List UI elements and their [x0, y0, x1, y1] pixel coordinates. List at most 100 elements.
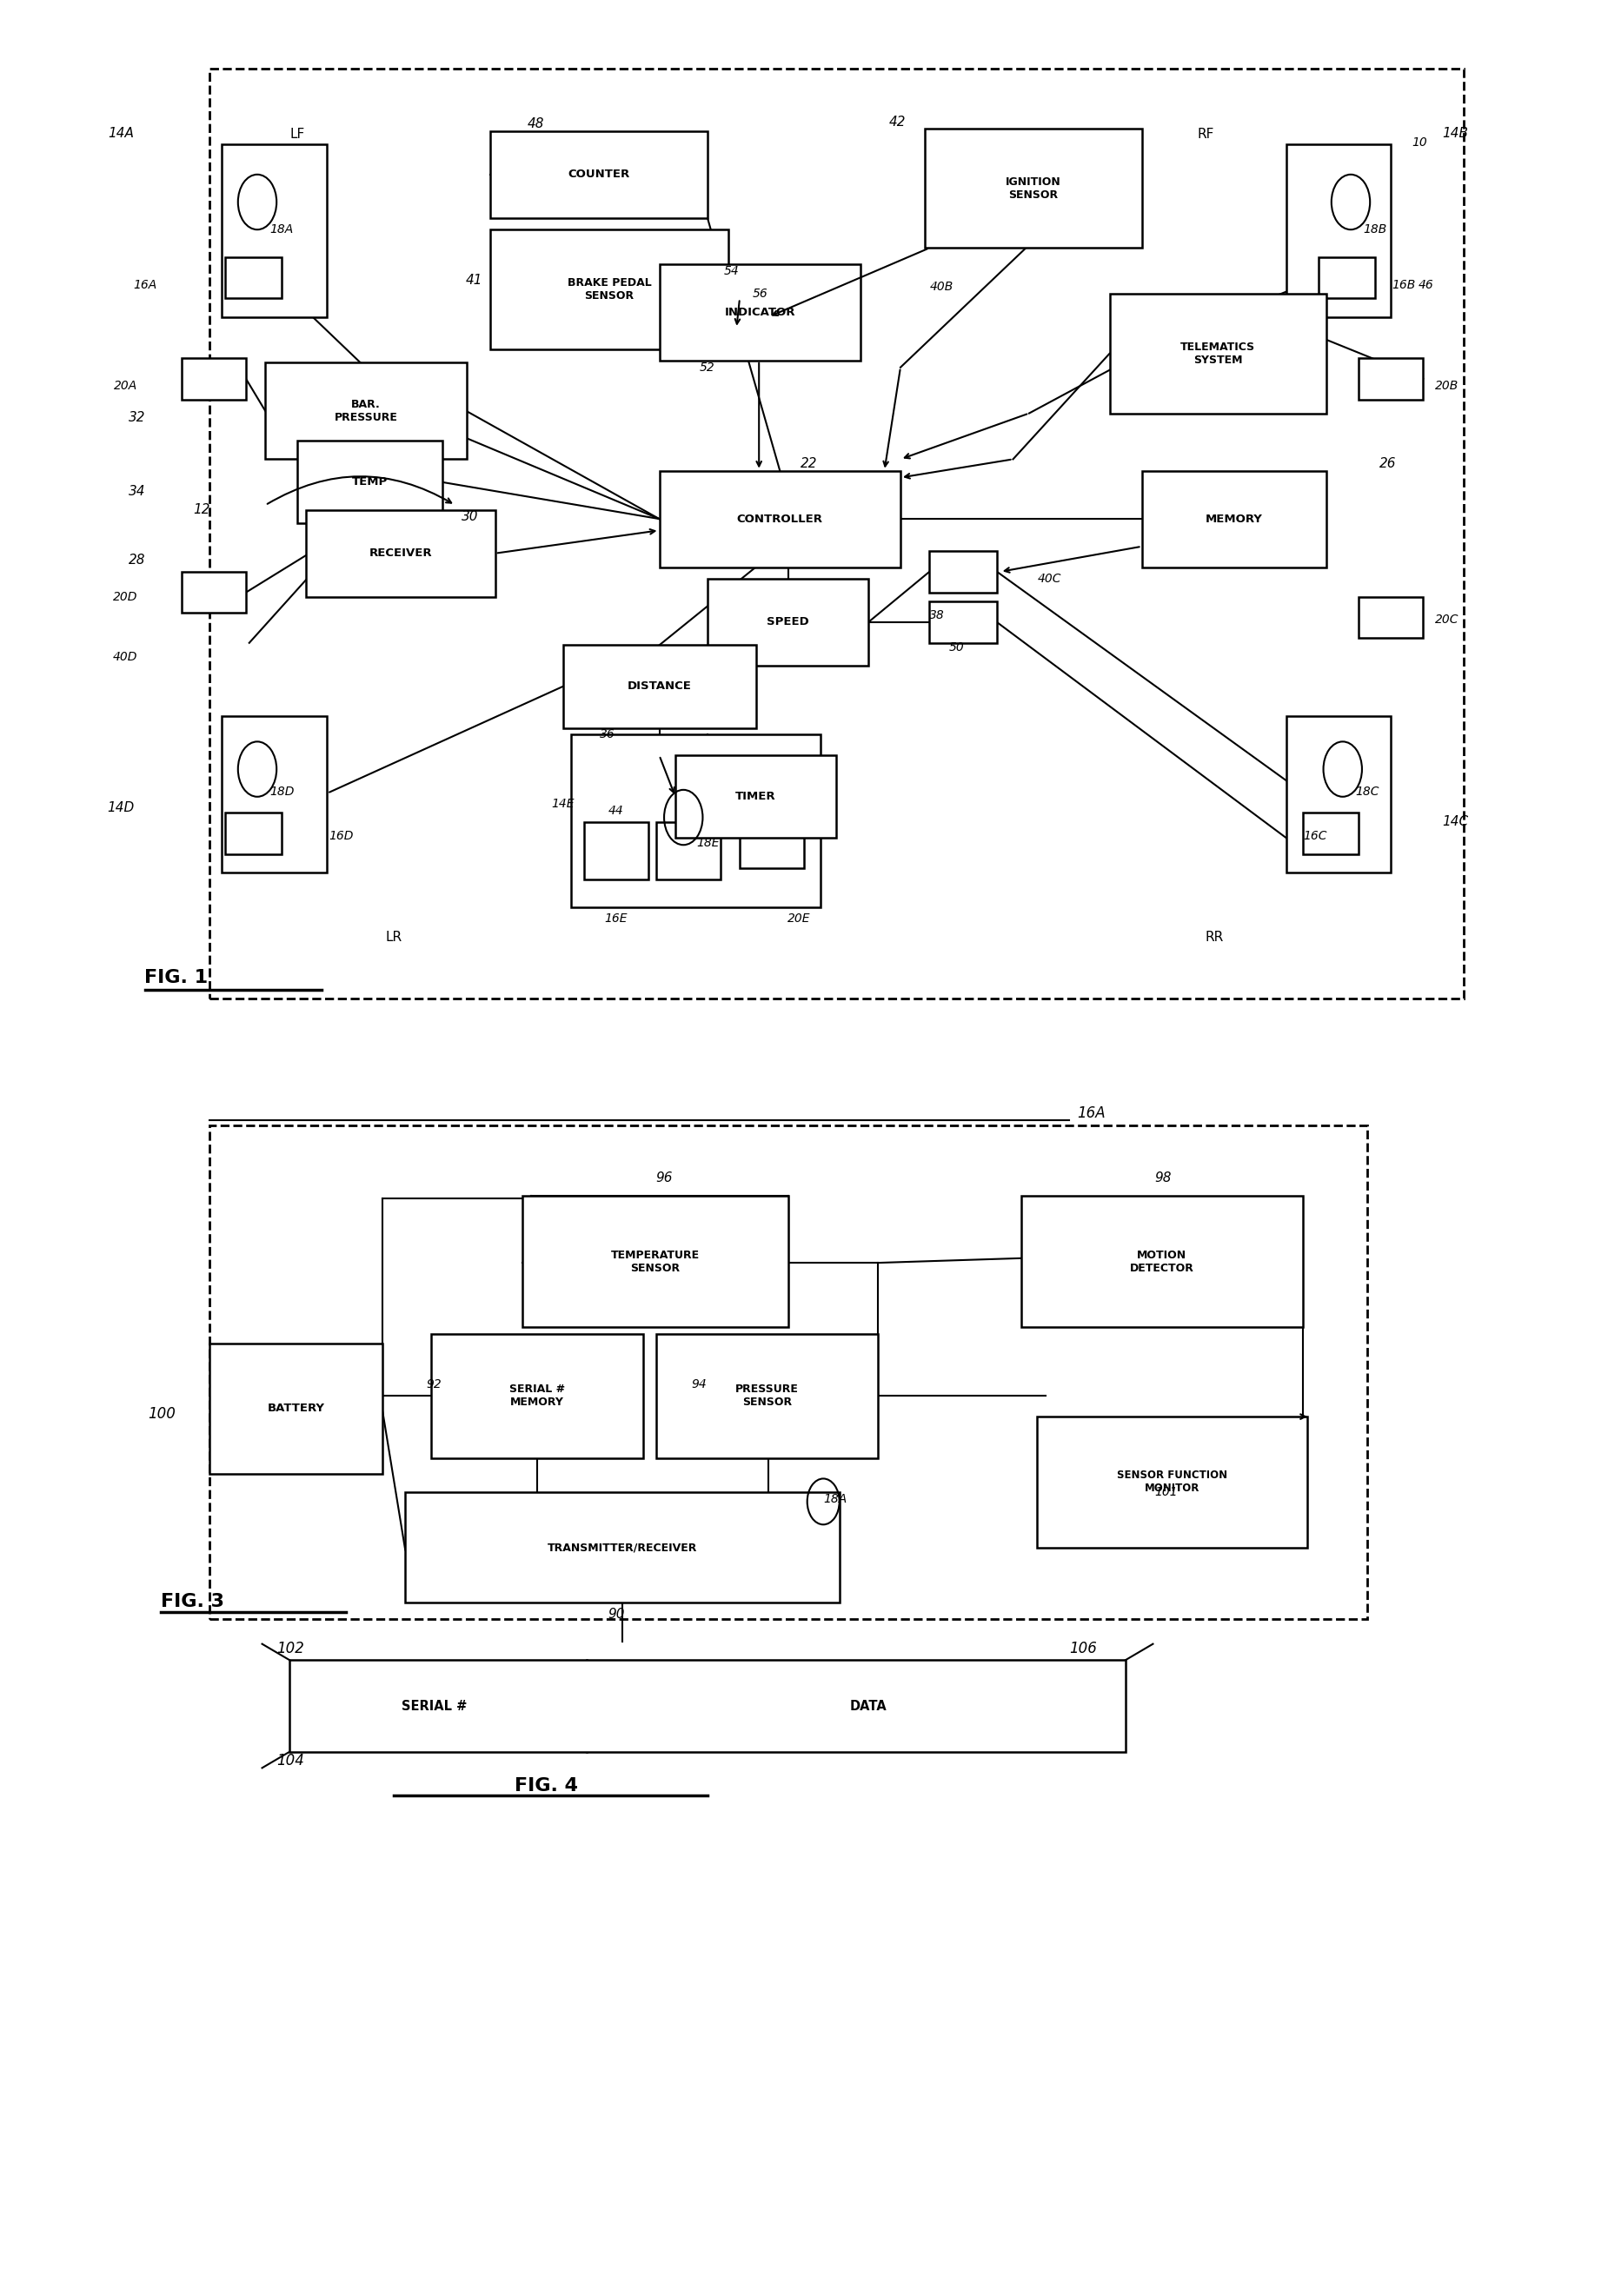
FancyBboxPatch shape [222, 145, 326, 317]
Text: SPEED: SPEED [767, 618, 809, 627]
Text: 41: 41 [465, 273, 482, 287]
Text: 20E: 20E [788, 912, 810, 925]
FancyBboxPatch shape [563, 645, 756, 728]
Text: SERIAL #: SERIAL # [402, 1699, 466, 1713]
FancyBboxPatch shape [1110, 294, 1327, 413]
Text: 12: 12 [193, 503, 211, 517]
Text: 36: 36 [600, 728, 616, 742]
Text: 28: 28 [129, 553, 146, 567]
FancyBboxPatch shape [225, 813, 281, 854]
Text: 10: 10 [1412, 135, 1428, 149]
Text: 16D: 16D [328, 829, 354, 843]
Text: 18C: 18C [1356, 785, 1380, 799]
Text: 14E: 14E [552, 797, 574, 810]
FancyBboxPatch shape [431, 1334, 643, 1458]
Text: RR: RR [1204, 930, 1224, 944]
FancyBboxPatch shape [1142, 471, 1327, 567]
FancyBboxPatch shape [929, 602, 997, 643]
Text: 98: 98 [1155, 1171, 1172, 1185]
Text: 50: 50 [949, 641, 965, 654]
FancyBboxPatch shape [925, 129, 1142, 248]
Text: PRESSURE
SENSOR: PRESSURE SENSOR [735, 1384, 799, 1407]
Text: TEMPERATURE
SENSOR: TEMPERATURE SENSOR [611, 1249, 699, 1274]
Text: BRAKE PEDAL
SENSOR: BRAKE PEDAL SENSOR [568, 278, 651, 301]
Text: 101: 101 [1155, 1486, 1177, 1499]
Text: FIG. 1: FIG. 1 [145, 969, 209, 987]
Text: 18D: 18D [270, 785, 294, 799]
FancyBboxPatch shape [225, 257, 281, 298]
Text: DISTANCE: DISTANCE [627, 682, 691, 691]
FancyBboxPatch shape [656, 822, 720, 879]
FancyBboxPatch shape [222, 716, 326, 872]
Text: CONTROLLER: CONTROLLER [736, 514, 823, 523]
Text: TRANSMITTER/RECEIVER: TRANSMITTER/RECEIVER [547, 1543, 698, 1552]
Text: IGNITION
SENSOR: IGNITION SENSOR [1005, 177, 1061, 200]
FancyBboxPatch shape [656, 1334, 878, 1458]
Text: 22: 22 [801, 457, 818, 471]
Text: 32: 32 [129, 411, 146, 425]
FancyBboxPatch shape [289, 1660, 1126, 1752]
Text: RF: RF [1198, 126, 1214, 140]
Text: COUNTER: COUNTER [568, 170, 630, 179]
Text: 38: 38 [929, 608, 946, 622]
FancyBboxPatch shape [584, 822, 648, 879]
Text: 16A: 16A [133, 278, 156, 292]
FancyBboxPatch shape [523, 1196, 788, 1327]
Text: 100: 100 [148, 1407, 175, 1421]
Text: 94: 94 [691, 1378, 708, 1391]
Text: BAR.
PRESSURE: BAR. PRESSURE [334, 400, 397, 422]
Text: 18A: 18A [823, 1492, 847, 1506]
Text: 106: 106 [1069, 1642, 1097, 1655]
Text: 20C: 20C [1436, 613, 1458, 627]
Text: 18A: 18A [270, 223, 294, 236]
Text: FIG. 4: FIG. 4 [515, 1777, 579, 1795]
FancyBboxPatch shape [1286, 716, 1391, 872]
FancyBboxPatch shape [1286, 145, 1391, 317]
FancyBboxPatch shape [1359, 358, 1423, 400]
Text: 14D: 14D [108, 801, 133, 815]
Text: 16B: 16B [1393, 278, 1415, 292]
Text: TELEMATICS
SYSTEM: TELEMATICS SYSTEM [1180, 342, 1256, 365]
Text: FIG. 3: FIG. 3 [161, 1593, 224, 1612]
FancyBboxPatch shape [405, 1492, 839, 1603]
Text: 20D: 20D [113, 590, 138, 604]
Text: SERIAL #
MEMORY: SERIAL # MEMORY [510, 1384, 564, 1407]
FancyBboxPatch shape [490, 131, 708, 218]
Text: 14A: 14A [108, 126, 133, 140]
Text: 16A: 16A [1077, 1107, 1106, 1120]
FancyBboxPatch shape [740, 827, 804, 868]
Text: 102: 102 [277, 1642, 304, 1655]
Text: SENSOR FUNCTION
MONITOR: SENSOR FUNCTION MONITOR [1118, 1469, 1227, 1495]
Text: 104: 104 [277, 1754, 304, 1768]
Text: 14C: 14C [1442, 815, 1468, 829]
Text: RECEIVER: RECEIVER [368, 549, 433, 558]
Text: 48: 48 [527, 117, 545, 131]
Text: LR: LR [386, 930, 402, 944]
Text: 18B: 18B [1364, 223, 1388, 236]
FancyBboxPatch shape [182, 358, 246, 400]
Text: TEMP: TEMP [352, 478, 388, 487]
FancyBboxPatch shape [929, 551, 997, 592]
Text: 40B: 40B [929, 280, 954, 294]
Text: DATA: DATA [849, 1699, 888, 1713]
FancyBboxPatch shape [490, 230, 728, 349]
Text: 18E: 18E [696, 836, 719, 850]
Text: 52: 52 [699, 360, 716, 374]
Text: 96: 96 [656, 1171, 674, 1185]
Text: 56: 56 [753, 287, 769, 301]
Text: 20B: 20B [1436, 379, 1458, 393]
Text: MEMORY: MEMORY [1206, 514, 1262, 523]
Text: INDICATOR: INDICATOR [724, 308, 796, 317]
Text: BATTERY: BATTERY [267, 1403, 325, 1414]
Text: 16C: 16C [1304, 829, 1327, 843]
Text: MOTION
DETECTOR: MOTION DETECTOR [1130, 1249, 1193, 1274]
Text: 44: 44 [608, 804, 624, 817]
FancyBboxPatch shape [571, 735, 820, 907]
FancyBboxPatch shape [297, 441, 442, 523]
FancyBboxPatch shape [1302, 813, 1359, 854]
FancyBboxPatch shape [209, 1343, 383, 1474]
Text: 46: 46 [1418, 278, 1434, 292]
Text: 90: 90 [608, 1607, 626, 1621]
FancyBboxPatch shape [1319, 257, 1375, 298]
Text: 54: 54 [724, 264, 740, 278]
